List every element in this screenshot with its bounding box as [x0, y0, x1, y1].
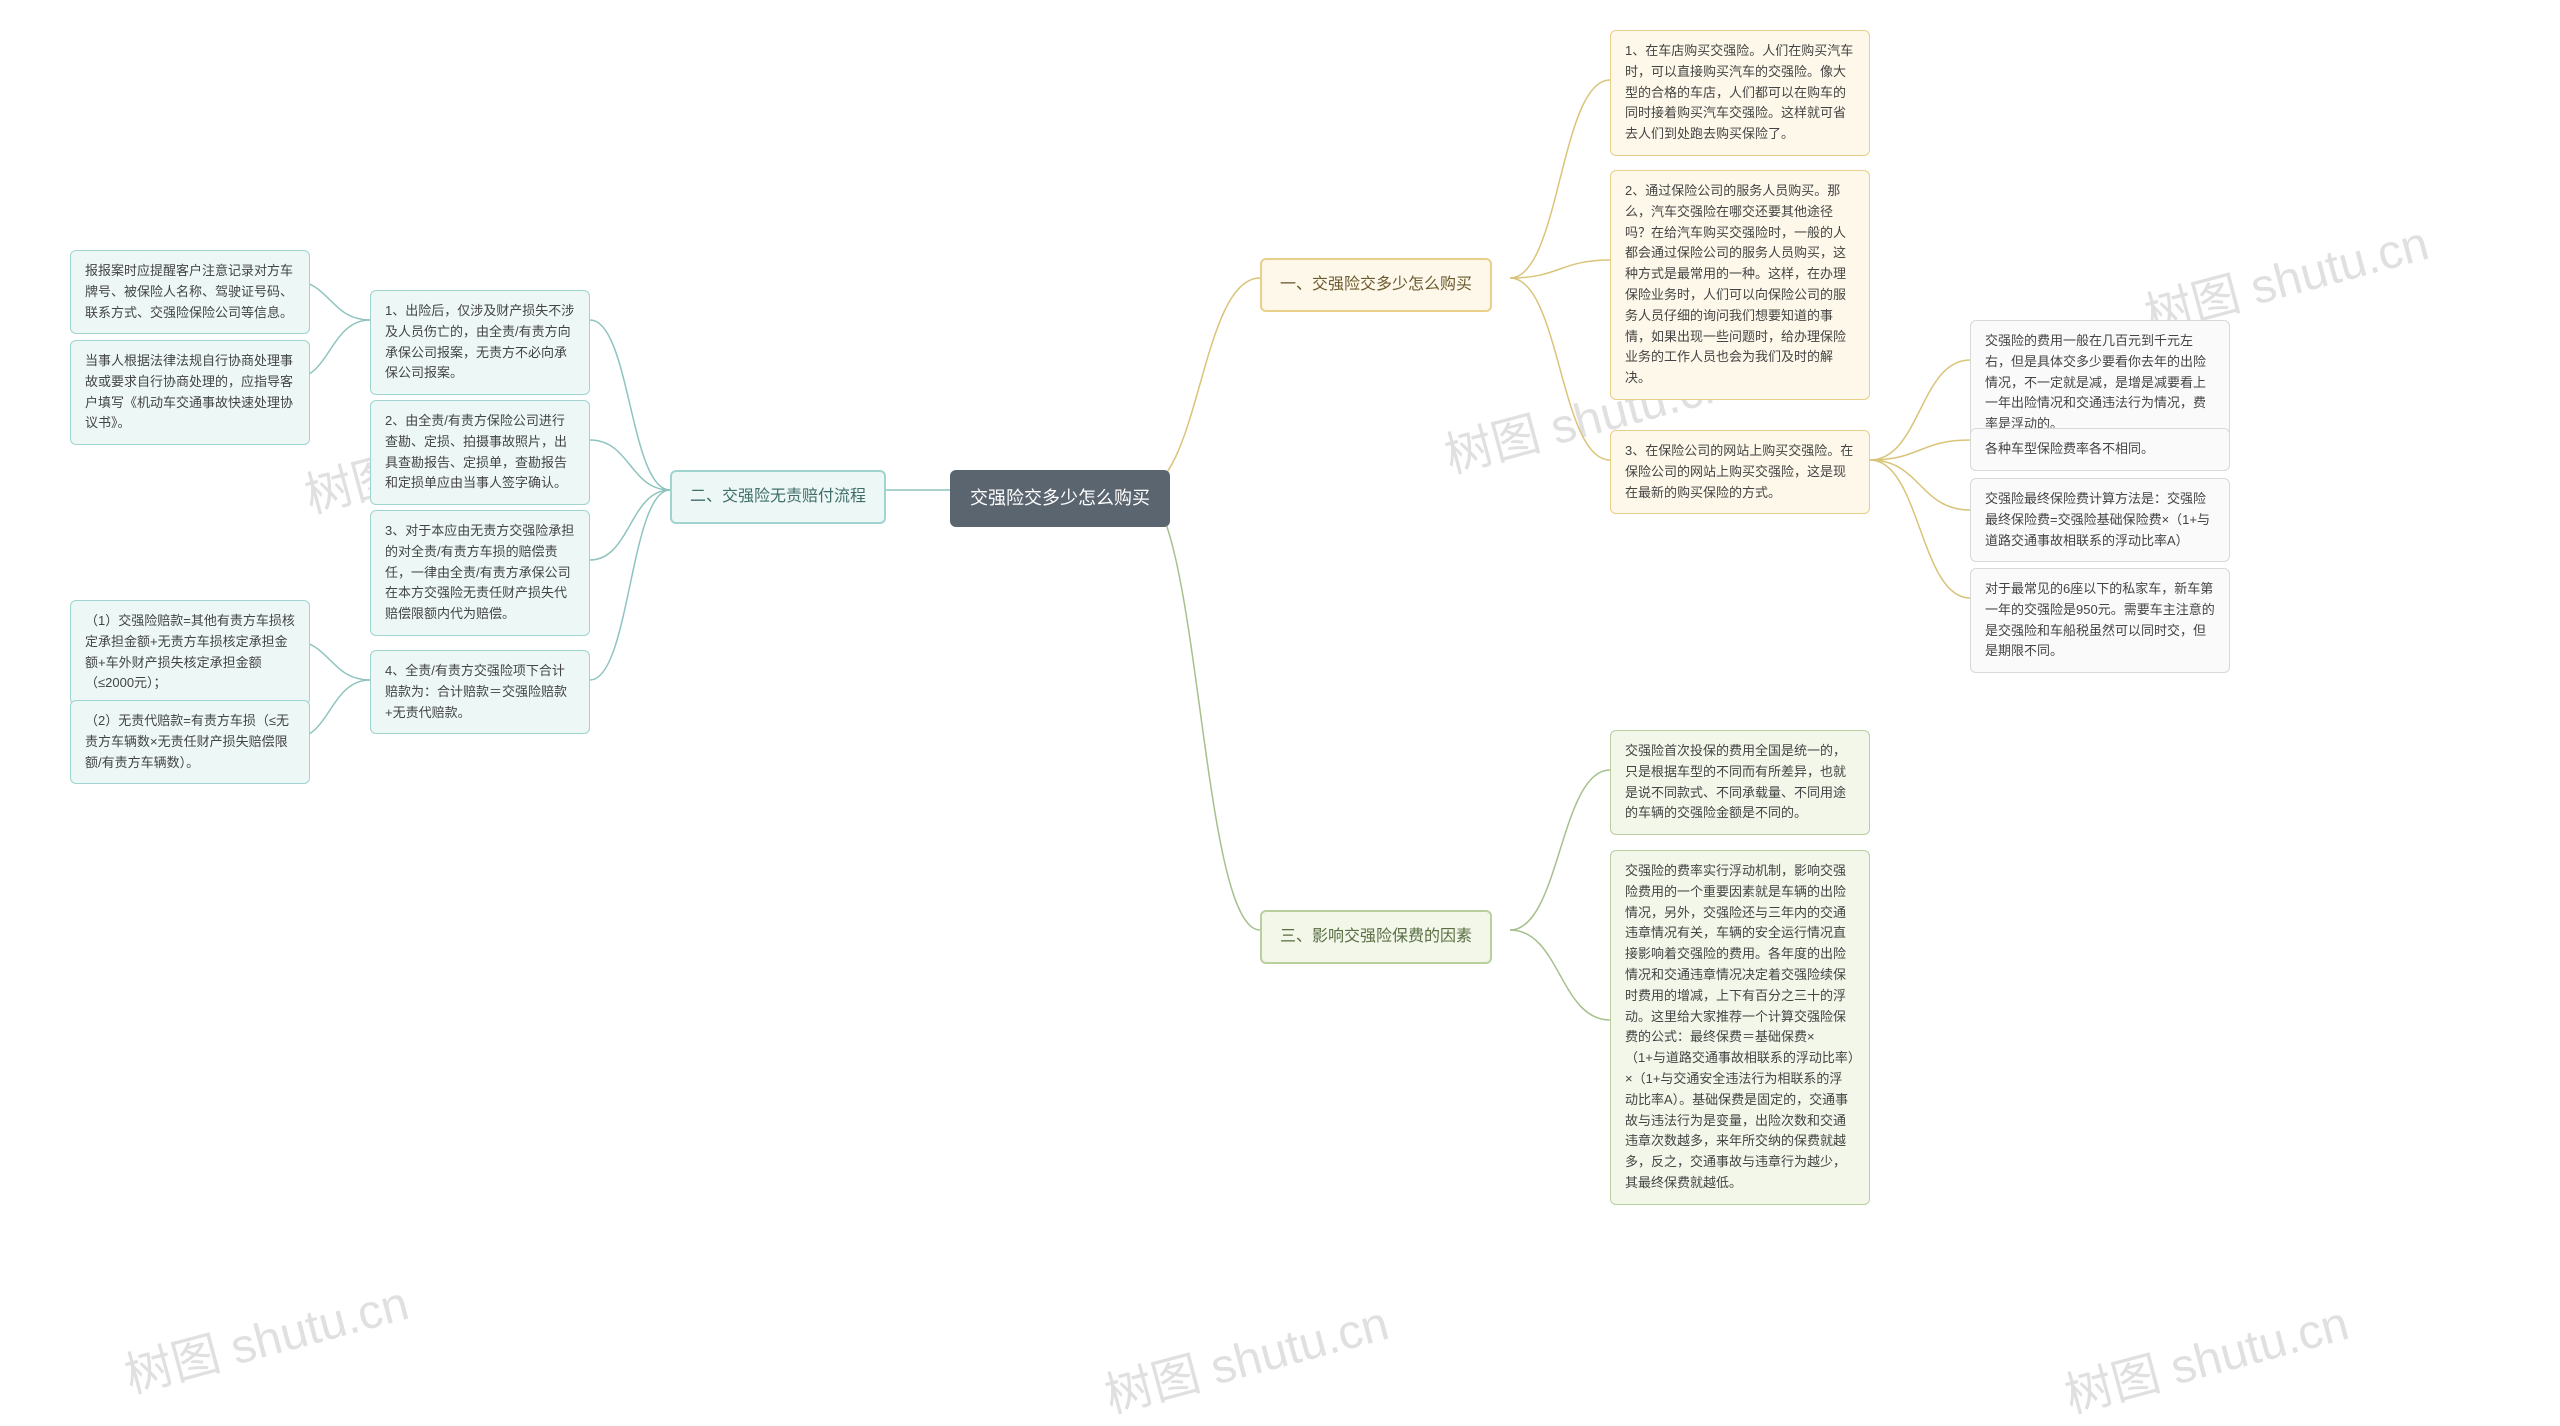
section2-item: 1、出险后，仅涉及财产损失不涉及人员伤亡的，由全责/有责方向承保公司报案，无责方…: [370, 290, 590, 395]
section3-item: 交强险首次投保的费用全国是统一的，只是根据车型的不同而有所差异，也就是说不同款式…: [1610, 730, 1870, 835]
section1-sub3-item: 各种车型保险费率各不相同。: [1970, 428, 2230, 471]
section1-node: 一、交强险交多少怎么购买: [1260, 258, 1492, 312]
watermark: 树图 shutu.cn: [2056, 1284, 2355, 1426]
root-node: 交强险交多少怎么购买: [950, 470, 1170, 527]
watermark: 树图 shutu.cn: [1096, 1284, 1395, 1426]
section2-sub4-item: （1）交强险赔款=其他有责方车损核定承担金额+无责方车损核定承担金额+车外财产损…: [70, 600, 310, 705]
section1-sub3-item: 对于最常见的6座以下的私家车，新车第一年的交强险是950元。需要车主注意的是交强…: [1970, 568, 2230, 673]
section1-item: 2、通过保险公司的服务人员购买。那么，汽车交强险在哪交还要其他途径吗？在给汽车购…: [1610, 170, 1870, 400]
section2-sub4-item: （2）无责代赔款=有责方车损（≤无责方车辆数×无责任财产损失赔偿限额/有责方车辆…: [70, 700, 310, 784]
section1-sub3-item: 交强险最终保险费计算方法是：交强险最终保险费=交强险基础保险费×（1+与道路交通…: [1970, 478, 2230, 562]
section1-item: 1、在车店购买交强险。人们在购买汽车时，可以直接购买汽车的交强险。像大型的合格的…: [1610, 30, 1870, 156]
section3-item: 交强险的费率实行浮动机制，影响交强险费用的一个重要因素就是车辆的出险情况，另外，…: [1610, 850, 1870, 1205]
section2-item: 3、对于本应由无责方交强险承担的对全责/有责方车损的赔偿责任，一律由全责/有责方…: [370, 510, 590, 636]
section2-sub1-item: 报报案时应提醒客户注意记录对方车牌号、被保险人名称、驾驶证号码、联系方式、交强险…: [70, 250, 310, 334]
section2-item: 2、由全责/有责方保险公司进行查勘、定损、拍摄事故照片，出具查勘报告、定损单，查…: [370, 400, 590, 505]
section2-item: 4、全责/有责方交强险项下合计赔款为：合计赔款＝交强险赔款+无责代赔款。: [370, 650, 590, 734]
section2-node: 二、交强险无责赔付流程: [670, 470, 886, 524]
watermark: 树图 shutu.cn: [116, 1264, 415, 1407]
section2-sub1-item: 当事人根据法律法规自行协商处理事故或要求自行协商处理的，应指导客户填写《机动车交…: [70, 340, 310, 445]
section1-item: 3、在保险公司的网站上购买交强险。在保险公司的网站上购买交强险，这是现在最新的购…: [1610, 430, 1870, 514]
section3-node: 三、影响交强险保费的因素: [1260, 910, 1492, 964]
